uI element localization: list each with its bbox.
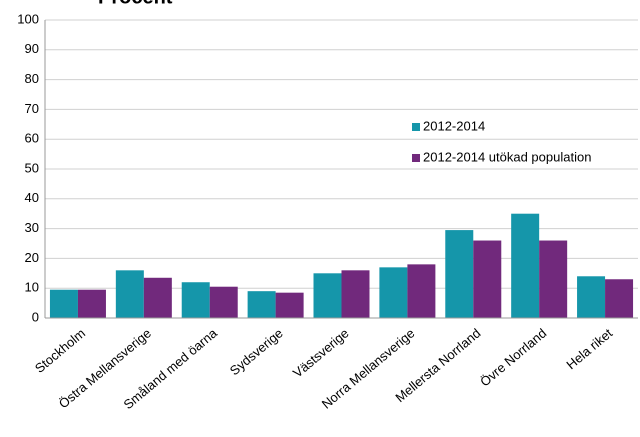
bar xyxy=(209,286,238,318)
bar xyxy=(407,264,436,318)
x-tick-label: Stockholm xyxy=(32,325,88,376)
y-tick-label: 100 xyxy=(17,11,39,26)
bar xyxy=(539,240,568,318)
bar xyxy=(511,213,540,318)
y-tick-label: 70 xyxy=(25,101,39,116)
y-tick-label: 40 xyxy=(25,190,39,205)
x-tick-label: Hela riket xyxy=(563,325,615,372)
y-tick-label: 90 xyxy=(25,41,39,56)
bar xyxy=(143,277,172,318)
bar xyxy=(379,267,408,318)
bar xyxy=(445,230,474,318)
bar xyxy=(275,292,304,318)
y-tick-label: 80 xyxy=(25,71,39,86)
y-tick-label: 50 xyxy=(25,160,39,175)
bar xyxy=(313,273,342,318)
legend-swatch xyxy=(412,154,420,162)
legend-swatch xyxy=(412,123,420,131)
y-tick-label: 30 xyxy=(25,220,39,235)
chart-title: Procent xyxy=(98,0,173,8)
bar xyxy=(115,270,144,318)
x-tick-label: Sydsverige xyxy=(227,325,286,378)
bar xyxy=(181,282,210,318)
bar xyxy=(247,291,276,318)
bar xyxy=(77,289,106,318)
x-tick-label: Övre Norrland xyxy=(477,325,549,389)
x-tick-label: Västsverige xyxy=(290,325,352,380)
bar xyxy=(49,289,78,318)
bar xyxy=(577,276,606,318)
bar xyxy=(341,270,370,318)
bar xyxy=(473,240,502,318)
y-tick-label: 20 xyxy=(25,250,39,265)
y-tick-label: 60 xyxy=(25,131,39,146)
y-tick-label: 10 xyxy=(25,280,39,295)
y-tick-label: 0 xyxy=(32,309,39,324)
legend-label: 2012-2014 xyxy=(423,118,485,133)
legend-label: 2012-2014 utökad population xyxy=(423,149,591,164)
bar xyxy=(605,279,634,318)
